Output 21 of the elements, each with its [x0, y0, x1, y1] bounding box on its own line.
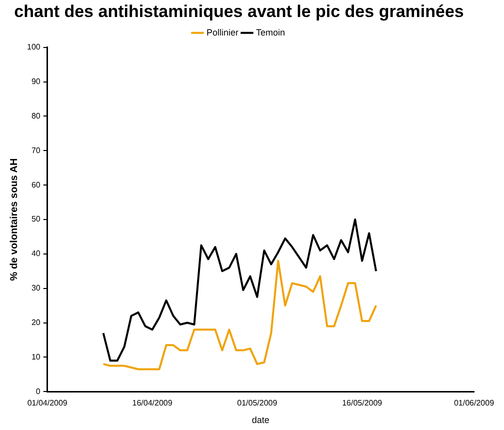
x-axis-title: date: [252, 415, 270, 426]
y-tick-label: 80: [31, 111, 41, 120]
legend-label: Temoin: [256, 27, 286, 38]
chart-title: chant des antihistaminiques avant le pic des graminées: [14, 2, 464, 21]
y-axis-title: % de volontaires sous AH: [8, 158, 20, 281]
y-tick-label: 0: [36, 386, 41, 396]
legend-label: Pollinier: [206, 27, 239, 38]
y-tick-label: 30: [31, 284, 41, 293]
y-tick-label: 10: [31, 352, 41, 362]
y-tick-label: 20: [31, 318, 41, 327]
x-tick-label: 01/06/2009: [454, 398, 495, 408]
x-tick-label: 16/05/2009: [342, 398, 383, 408]
x-tick-label: 01/04/2009: [27, 398, 68, 408]
y-tick-label: 60: [31, 180, 41, 190]
y-tick-label: 70: [31, 146, 41, 155]
y-tick-label: 90: [31, 77, 41, 86]
y-tick-label: 100: [26, 42, 41, 52]
y-tick-label: 50: [31, 214, 41, 224]
x-tick-label: 16/04/2009: [132, 398, 173, 408]
y-tick-label: 40: [31, 249, 41, 258]
x-tick-label: 01/05/2009: [237, 398, 278, 408]
